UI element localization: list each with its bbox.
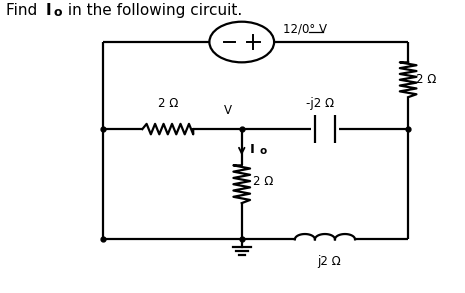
Text: I: I	[45, 3, 51, 18]
Text: in the following circuit.: in the following circuit.	[63, 3, 242, 18]
Text: 12/0° V: 12/0° V	[283, 23, 327, 35]
Text: j2 Ω: j2 Ω	[318, 255, 341, 268]
Text: I: I	[250, 143, 255, 156]
Text: o: o	[259, 146, 266, 156]
Text: V: V	[224, 105, 232, 117]
Text: o: o	[53, 6, 62, 19]
Text: 2 Ω: 2 Ω	[417, 73, 437, 86]
Text: -j2 Ω: -j2 Ω	[306, 97, 334, 110]
Text: 2 Ω: 2 Ω	[253, 175, 274, 188]
Text: 2 Ω: 2 Ω	[158, 97, 178, 110]
Text: Find: Find	[6, 3, 42, 18]
